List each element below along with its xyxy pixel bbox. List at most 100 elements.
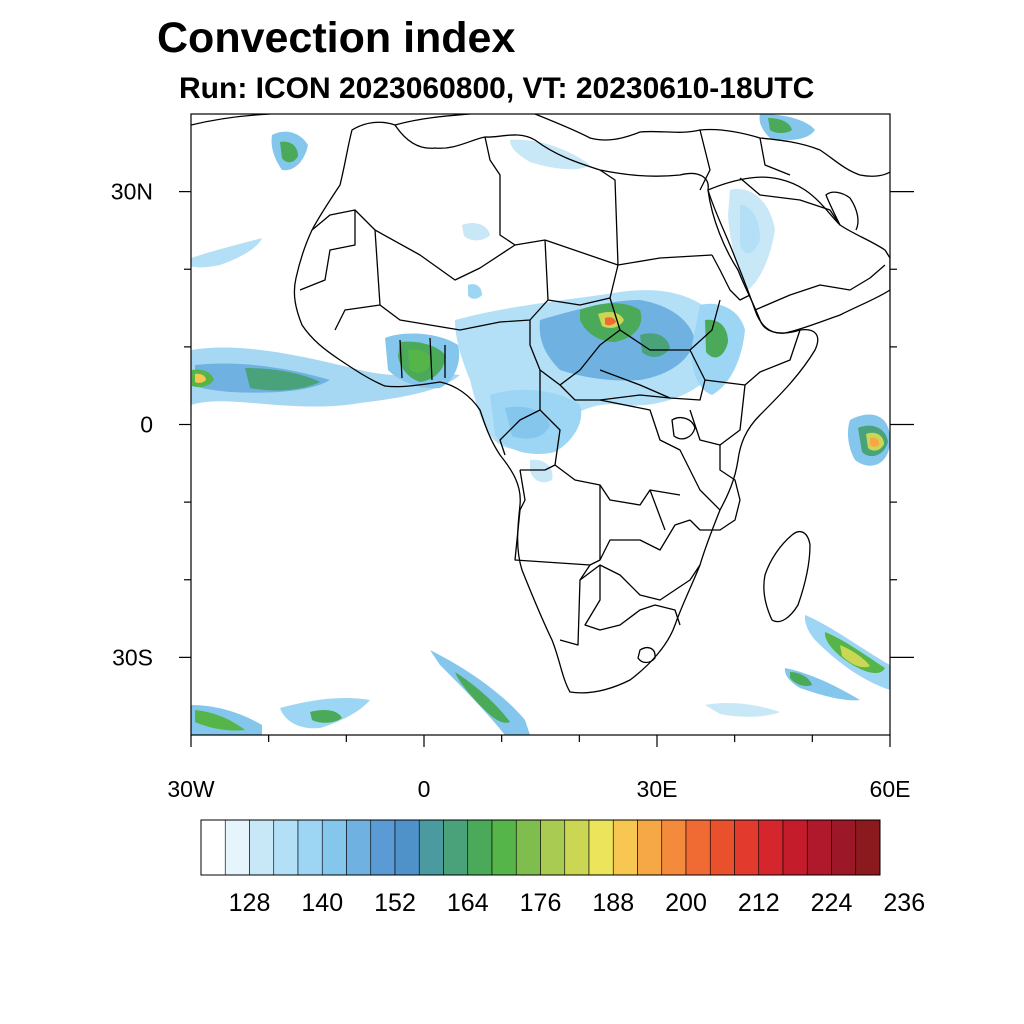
country-border <box>704 329 801 386</box>
colorbar-swatch <box>637 819 663 876</box>
colorbar-swatch <box>564 819 590 876</box>
convection-patch <box>310 710 342 723</box>
chart-subtitle: Run: ICON 2023060800, VT: 20230610-18UTC <box>179 72 815 105</box>
convection-patch <box>840 645 870 668</box>
madagascar-coastline <box>763 531 811 623</box>
country-border <box>499 370 541 456</box>
country-border <box>754 264 886 311</box>
axis-ticks: 30W 0 30E 60E 30N 0 30S <box>111 179 914 802</box>
colorbar-swatch <box>273 819 299 876</box>
country-border <box>759 137 791 176</box>
convection-patch <box>195 710 245 731</box>
lesotho-border <box>637 647 656 664</box>
country-border <box>711 254 751 301</box>
colorbar-swatch <box>515 819 541 876</box>
convection-patch <box>195 373 206 383</box>
colorbar-label: 188 <box>592 889 634 917</box>
africa-coastline <box>293 121 819 694</box>
lon-tick-label: 30W <box>167 776 215 802</box>
colorbar-swatch <box>346 819 372 876</box>
colorbar-swatch <box>467 819 493 876</box>
convection-patch <box>824 632 885 674</box>
lon-tick-label: 30E <box>637 776 678 802</box>
colorbar-swatch <box>588 819 614 876</box>
colorbar-label: 128 <box>229 889 271 917</box>
arabia-coastline <box>707 176 890 334</box>
country-border <box>547 264 619 306</box>
country-border <box>379 304 461 331</box>
country-border <box>559 564 591 646</box>
colorbar-swatch <box>806 819 832 876</box>
colorbar-label: 176 <box>520 889 562 917</box>
colorbar-swatch <box>782 819 808 876</box>
country-border <box>699 129 711 191</box>
convection-patch <box>768 118 792 133</box>
convection-patch <box>605 317 616 326</box>
country-border <box>579 564 701 601</box>
convection-patch <box>790 672 812 687</box>
lat-tick-label: 30S <box>112 644 153 670</box>
country-border <box>739 177 841 226</box>
convection-patch <box>191 238 262 268</box>
lat-tick-label: 30N <box>111 179 153 205</box>
colorbar-swatch <box>394 819 420 876</box>
colorbar-label: 164 <box>447 889 489 917</box>
colorbar-swatch <box>224 819 250 876</box>
country-border <box>334 209 381 331</box>
lon-tick-label: 0 <box>418 776 431 802</box>
convection-patch <box>462 223 490 241</box>
colorbar-label: 140 <box>301 889 343 917</box>
colorbar-label: 224 <box>811 889 853 917</box>
country-border <box>399 337 446 381</box>
colorbar-swatch <box>540 819 566 876</box>
country-border <box>617 254 713 266</box>
convection-patch <box>740 205 760 254</box>
colorbar-swatch <box>370 819 396 876</box>
colorbar-label: 200 <box>665 889 707 917</box>
colorbar-label: 236 <box>883 889 925 917</box>
colorbar: 128 140 152 164 176 188 200 212 224 236 <box>200 819 925 917</box>
country-border <box>554 464 681 506</box>
country-border <box>374 229 546 281</box>
colorbar-swatch <box>661 819 687 876</box>
convection-field <box>191 114 890 735</box>
country-border <box>599 399 721 511</box>
country-border <box>689 445 741 531</box>
colorbar-swatch <box>734 819 760 876</box>
colorbar-swatch <box>491 819 517 876</box>
colorbar-swatch <box>297 819 323 876</box>
colorbar-frame <box>200 819 881 876</box>
colorbar-swatch <box>685 819 711 876</box>
coastlines <box>191 114 890 694</box>
colorbar-swatch <box>758 819 784 876</box>
convection-patch <box>705 319 728 358</box>
convection-patch <box>408 349 432 373</box>
colorbar-swatch <box>612 819 638 876</box>
convection-patch <box>468 284 482 299</box>
colorbar-swatch <box>855 819 881 876</box>
colorbar-swatch <box>321 819 347 876</box>
country-border <box>599 349 706 401</box>
country-border <box>299 209 356 291</box>
colorbar-swatch <box>200 819 226 876</box>
colorbar-swatch <box>709 819 735 876</box>
lon-tick-label: 60E <box>870 776 911 802</box>
convection-patch <box>280 141 298 163</box>
convection-patch <box>455 672 510 723</box>
colorbar-label: 212 <box>738 889 780 917</box>
colorbar-swatch <box>418 819 444 876</box>
country-border <box>599 485 666 560</box>
country-border <box>584 565 681 631</box>
convection-patch <box>245 368 320 391</box>
convection-patch <box>505 406 550 439</box>
colorbar-swatch <box>831 819 857 876</box>
country-border <box>529 297 621 386</box>
colorbar-swatch <box>443 819 469 876</box>
convection-patch <box>640 333 670 357</box>
country-border <box>514 469 691 566</box>
convection-patch <box>870 437 880 447</box>
country-border <box>484 136 516 246</box>
convection-patch <box>705 702 780 717</box>
gulf-coastline <box>825 191 859 231</box>
